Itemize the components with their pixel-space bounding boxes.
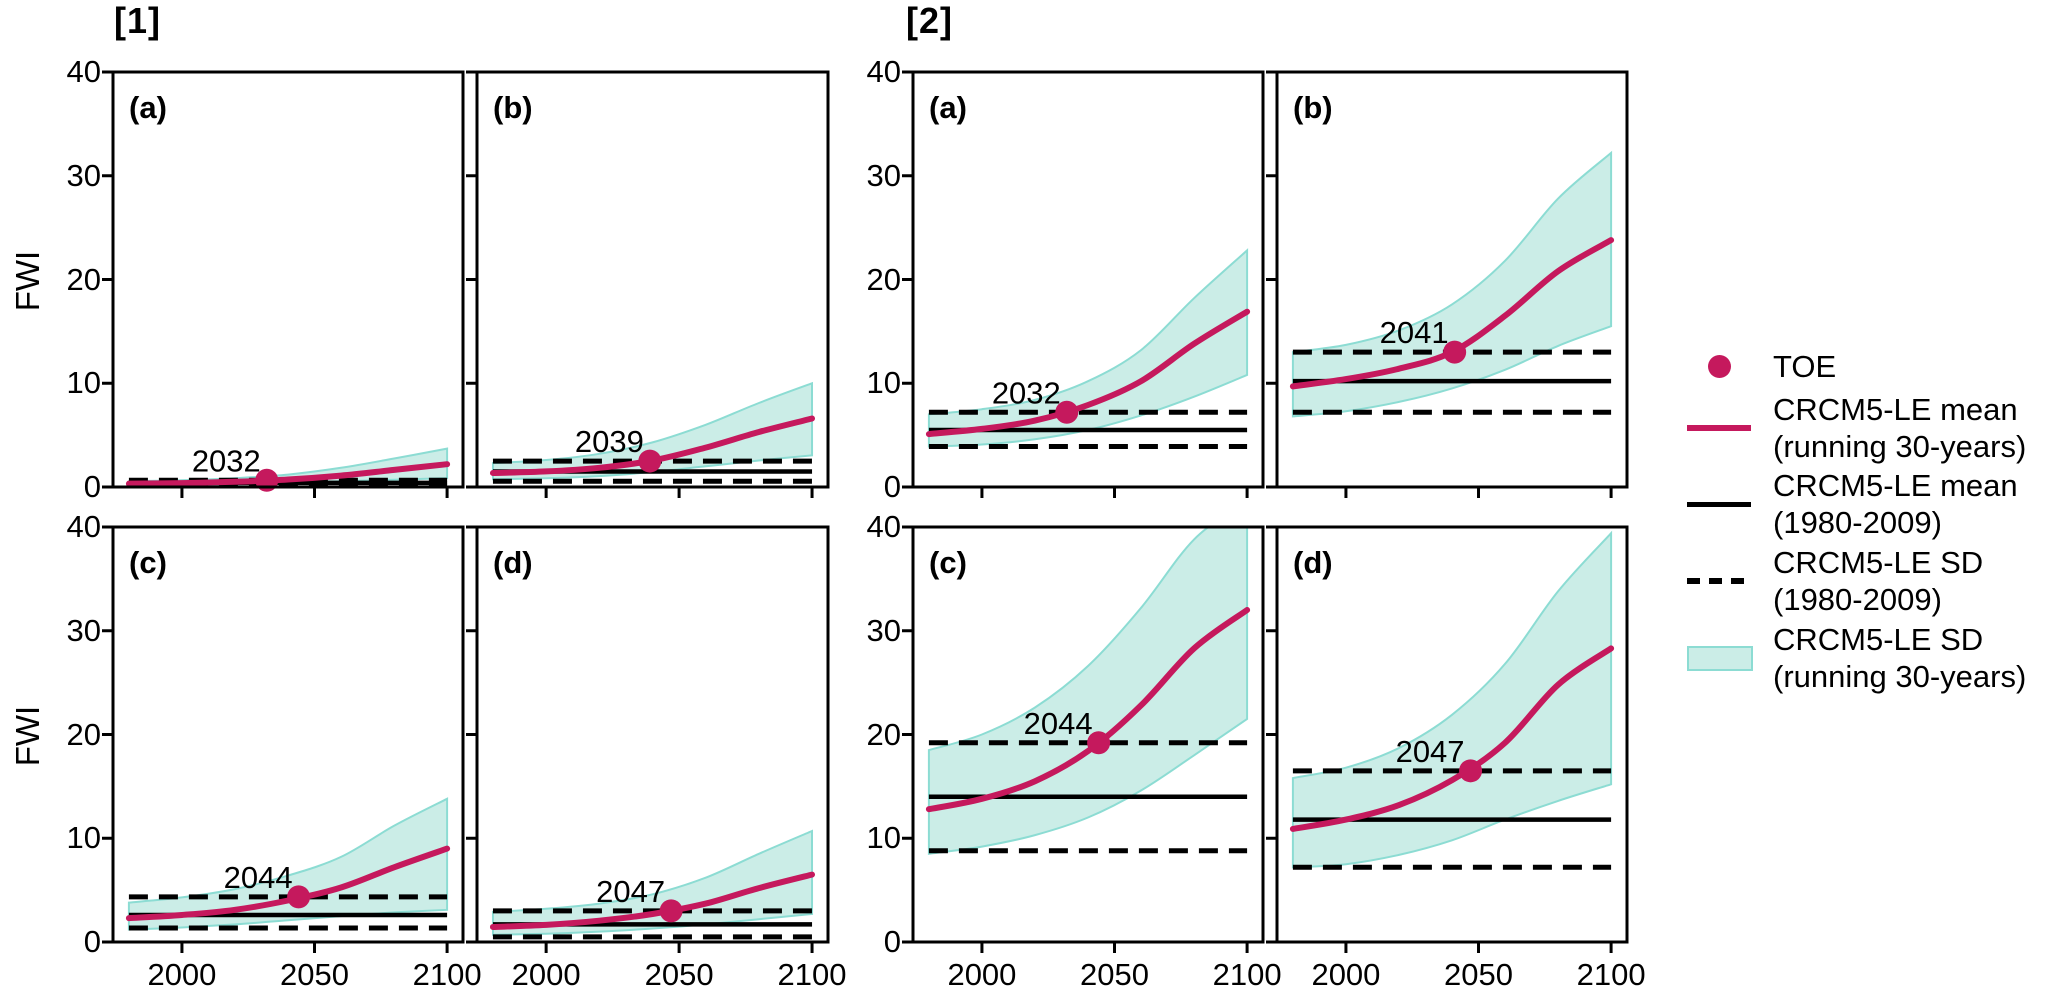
panel-letter: (b) — [493, 90, 533, 125]
x-tick-label: 2050 — [1080, 957, 1149, 992]
x-tick-label: 2000 — [147, 957, 217, 992]
sd-band-running — [491, 829, 814, 936]
toe-dot — [659, 899, 683, 923]
dashed-line-icon — [1687, 578, 1751, 584]
teal-band-icon — [1687, 645, 1753, 671]
panel-letter: (a) — [129, 90, 167, 125]
panel-1-c: 2044 (c) — [102, 525, 465, 953]
y-tick-label: 30 — [866, 612, 901, 648]
legend-item-running-sd: CRCM5-LE SD (running 30-years) — [1687, 621, 2026, 695]
y-tick-label: 0 — [83, 924, 101, 959]
x-tick-label: 2100 — [1576, 957, 1646, 992]
x-tick-label: 2100 — [777, 957, 847, 992]
y-tick-label: 0 — [83, 469, 101, 504]
legend-item-hist-mean: CRCM5-LE mean (1980-2009) — [1687, 467, 2018, 541]
x-tick-label: 2100 — [1212, 957, 1282, 992]
sd-band-running — [1291, 150, 1613, 418]
x-tick-label: 2050 — [1444, 957, 1513, 992]
panel-letter: (a) — [929, 90, 967, 125]
x-tick-label: 2100 — [412, 957, 482, 992]
toe-year-label: 2041 — [1380, 315, 1449, 350]
legend-label-running-mean: CRCM5-LE mean (running 30-years) — [1773, 392, 2027, 464]
sd-band-running — [491, 381, 814, 481]
legend-item-toe: TOE — [1687, 347, 1836, 385]
toe-year-label: 2032 — [992, 375, 1061, 410]
panel-letter: (c) — [929, 545, 967, 580]
sd-band-running — [127, 797, 449, 931]
group-2-title: [2] — [906, 0, 953, 41]
y-tick-label: 20 — [866, 716, 901, 752]
mean-line-running — [925, 308, 1251, 438]
mean-line-running — [1289, 645, 1615, 832]
x-tick-label: 2050 — [280, 957, 349, 992]
x-tick-label: 2000 — [947, 957, 1017, 992]
sd-band-running — [927, 527, 1249, 855]
y-tick-label: 0 — [883, 924, 901, 959]
y-tick-label: 20 — [66, 261, 101, 297]
panel-2-a: 2032 (a) — [902, 70, 1265, 498]
mean-line-running — [125, 461, 451, 487]
black-line-icon — [1687, 501, 1751, 507]
toe-dot-icon — [1708, 354, 1731, 378]
y-tick-label: 0 — [883, 469, 901, 504]
legend-item-running-mean: CRCM5-LE mean (running 30-years) — [1687, 391, 2026, 465]
y-tick-label: 30 — [66, 157, 101, 193]
panel-2-c: 2044 (c) — [902, 525, 1265, 953]
toe-year-label: 2047 — [596, 874, 665, 909]
mean-line-running — [489, 871, 815, 930]
y-tick-label: 20 — [866, 261, 901, 297]
toe-dot — [287, 885, 311, 909]
panel-letter: (b) — [1293, 90, 1333, 125]
legend-item-hist-sd: CRCM5-LE SD (1980-2009) — [1687, 544, 1983, 618]
x-tick-label: 2050 — [644, 957, 714, 992]
y-tick-label: 40 — [866, 54, 901, 89]
panel-letter: (d) — [1293, 545, 1333, 580]
group-1-title: [1] — [114, 0, 161, 41]
y-tick-label: 30 — [66, 612, 101, 648]
y-tick-label: 30 — [866, 157, 901, 193]
toe-dot — [1459, 759, 1483, 783]
axis-frame — [111, 70, 465, 489]
panel-1-b: 2039 (b) — [466, 70, 830, 498]
sd-band-running — [1291, 530, 1613, 869]
panel-1-a: 2032 (a) — [102, 70, 465, 498]
y-tick-label: 20 — [66, 716, 101, 752]
panel-1-d: 2047 (d) — [466, 525, 830, 953]
legend-label-hist-mean: CRCM5-LE mean (1980-2009) — [1773, 468, 2018, 540]
toe-year-label: 2047 — [1396, 734, 1465, 769]
y-tick-label: 40 — [866, 509, 901, 544]
toe-dot — [1443, 340, 1467, 364]
toe-year-label: 2044 — [224, 860, 293, 895]
x-tick-label: 2000 — [511, 957, 581, 992]
toe-year-label: 2044 — [1024, 706, 1093, 741]
toe-year-label: 2039 — [575, 424, 644, 459]
toe-dot — [638, 449, 662, 473]
toe-year-label: 2032 — [192, 443, 261, 478]
toe-dot — [1087, 731, 1111, 755]
crimson-line-icon — [1687, 425, 1751, 431]
panel-letter: (d) — [493, 545, 533, 580]
y-tick-label: 10 — [66, 365, 101, 401]
legend-label-toe: TOE — [1773, 348, 1837, 384]
y-tick-label: 40 — [66, 509, 101, 544]
panel-2-b: 2041 (b) — [1266, 70, 1629, 498]
panel-2-d: 2047 (d) — [1266, 525, 1629, 953]
y-tick-label: 40 — [66, 54, 101, 89]
sd-band-running — [927, 248, 1249, 448]
x-tick-label: 2000 — [1311, 957, 1381, 992]
y-tick-label: 10 — [66, 820, 101, 856]
toe-dot — [1055, 400, 1079, 424]
legend-label-hist-sd: CRCM5-LE SD (1980-2009) — [1773, 545, 1984, 617]
panel-letter: (c) — [129, 545, 167, 580]
y-tick-label: 10 — [866, 365, 901, 401]
legend: TOE CRCM5-LE mean (running 30-years) CRC… — [1687, 0, 2067, 1007]
legend-label-running-sd: CRCM5-LE SD (running 30-years) — [1773, 622, 2027, 694]
y-tick-label: 10 — [866, 820, 901, 856]
